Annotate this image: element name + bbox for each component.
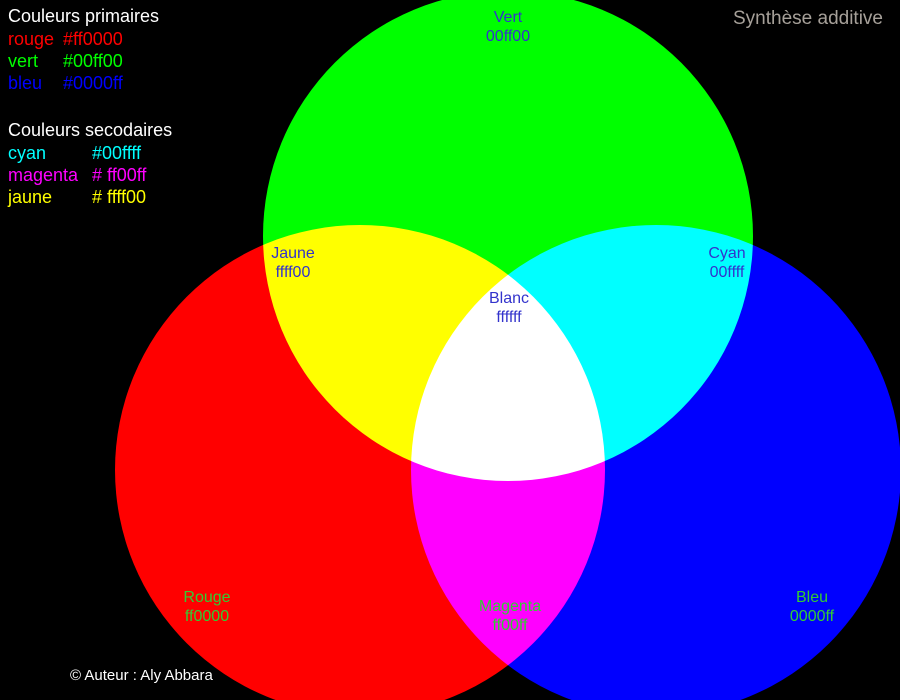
label-name: Cyan [708, 245, 746, 262]
legend-row-magenta: magenta # ff00ff [8, 164, 172, 186]
color-hex: #00ff00 [63, 51, 123, 71]
diagram-label-blanc: Blanc ffffff [489, 289, 529, 327]
color-hex: #0000ff [63, 73, 123, 93]
label-hex: ffffff [496, 309, 522, 326]
color-name: rouge [8, 29, 55, 49]
color-name: bleu [8, 73, 43, 93]
legend-secondary-title: Couleurs secodaires [8, 120, 173, 140]
diagram-label-vert: Vert 00ff00 [486, 8, 530, 46]
legend-row-jaune: jaune # ffff00 [8, 186, 172, 208]
color-hex: #00ffff [92, 143, 142, 163]
page-title: Synthèse additive [733, 8, 883, 29]
label-hex: 0000ff [789, 608, 835, 625]
color-hex: # ffff00 [92, 187, 147, 207]
label-hex: ffff00 [275, 264, 311, 281]
legend-primary-title: Couleurs primaires [8, 6, 160, 26]
legend-row-bleu: bleu #0000ff [8, 72, 172, 94]
label-hex: ff0000 [184, 608, 230, 625]
diagram-label-cyan: Cyan 00ffff [708, 244, 745, 282]
legend-row-cyan: cyan #00ffff [8, 142, 172, 164]
legend-row-vert: vert #00ff00 [8, 50, 172, 72]
label-hex: ff00ff [492, 617, 528, 634]
diagram-label-magenta: Magenta ff00ff [479, 597, 541, 635]
label-hex: 00ff00 [485, 28, 531, 45]
label-name: Bleu [795, 589, 829, 606]
color-name: jaune [8, 187, 53, 207]
blue-circle [411, 225, 900, 700]
color-name: vert [8, 51, 39, 71]
color-legend: Couleurs primaires rouge #ff0000 vert #0… [8, 5, 172, 208]
label-name: Vert [493, 9, 523, 26]
diagram-label-rouge: Rouge ff0000 [183, 588, 230, 626]
diagram-label-bleu: Bleu 0000ff [790, 588, 834, 626]
label-name: Jaune [271, 245, 315, 262]
label-name: Rouge [183, 589, 231, 606]
legend-row-rouge: rouge #ff0000 [8, 28, 172, 50]
color-name: cyan [8, 143, 47, 163]
color-name: magenta [8, 165, 79, 185]
color-hex: #ff0000 [63, 29, 123, 49]
color-hex: # ff00ff [92, 165, 147, 185]
label-hex: 00ffff [709, 264, 745, 281]
label-name: Magenta [478, 598, 542, 615]
label-name: Blanc [488, 290, 530, 307]
author-credit: © Auteur : Aly Abbara [70, 667, 213, 684]
diagram-label-jaune: Jaune ffff00 [271, 244, 315, 282]
